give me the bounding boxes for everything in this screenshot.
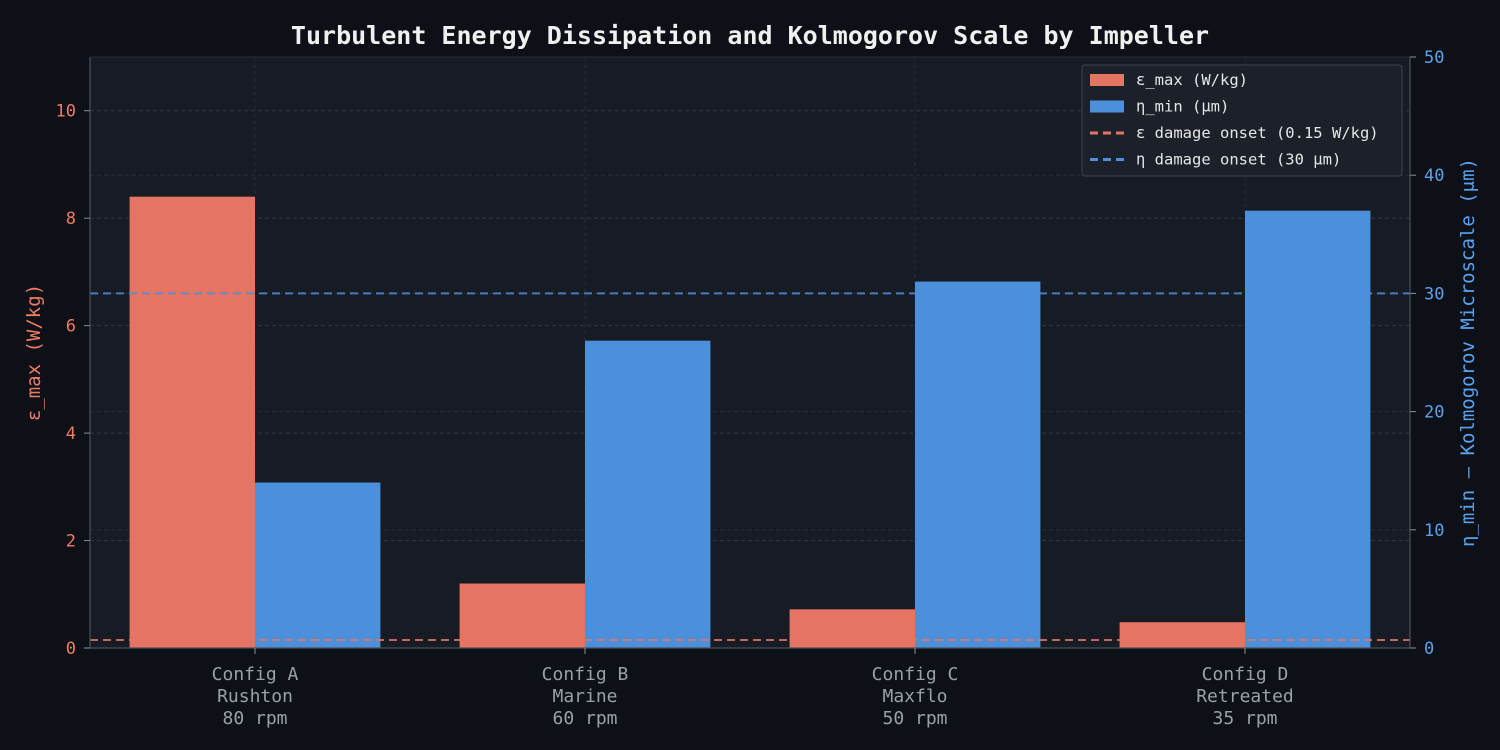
x-tick-label-line: 35 rpm (1212, 708, 1277, 729)
y-right-tick-label: 40 (1424, 166, 1444, 186)
bars-layer (129, 196, 1371, 648)
y-left-tick-label: 10 (56, 102, 76, 122)
legend-label-2: ε damage onset (0.15 W/kg) (1136, 124, 1379, 142)
y-right-axis-label: η_min — Kolmogorov Microscale (μm) (1457, 158, 1479, 547)
legend-swatch-1 (1090, 100, 1124, 113)
bar-eta-1 (585, 340, 711, 648)
y-left-tick-label: 4 (66, 424, 76, 444)
x-tick-label: Config D Retreated 35 rpm (1196, 664, 1294, 729)
y-left-tick-label: 0 (66, 639, 76, 659)
chart-title: Turbulent Energy Dissipation and Kolmogo… (291, 21, 1209, 50)
legend-box (1081, 64, 1403, 177)
x-tick-label-line: Config B (542, 664, 629, 685)
bar-eta-2 (915, 281, 1041, 648)
y-right-tick-label: 0 (1424, 639, 1434, 659)
bar-eps-3 (1119, 622, 1245, 648)
bar-eps-0 (129, 196, 255, 648)
x-tick-label-line: Config D (1202, 664, 1289, 685)
x-tick-label-line: 50 rpm (882, 708, 947, 729)
x-tick-label-line: 60 rpm (552, 708, 617, 729)
y-left-tick-label: 2 (66, 532, 76, 552)
x-tick-label-line: Config C (872, 664, 959, 685)
x-tick-label: Config A Rushton 80 rpm (212, 664, 299, 729)
legend: ε_max (W/kg) η_min (μm) ε damage onset (0.… (1081, 64, 1403, 177)
y-left-tick-label: 6 (66, 317, 76, 337)
bar-eta-0 (255, 482, 381, 648)
x-tick-label-line: 80 rpm (222, 708, 287, 729)
x-tick-label-line: Maxflo (882, 686, 947, 707)
y-right-tick-label: 30 (1424, 284, 1444, 304)
x-tick-label-line: Retreated (1196, 686, 1294, 707)
y-left-tick-label: 8 (66, 209, 76, 229)
bar-eps-2 (789, 609, 915, 648)
x-tick-label: Config B Marine 60 rpm (542, 664, 629, 729)
legend-swatch-0 (1090, 74, 1124, 86)
x-tick-label-line: Marine (552, 686, 617, 707)
bar-eta-3 (1245, 210, 1371, 648)
legend-label-1: η_min (μm) (1136, 98, 1229, 116)
legend-label-0: ε_max (W/kg) (1136, 71, 1248, 89)
bar-eps-1 (459, 583, 585, 648)
y-right-tick-label: 50 (1424, 48, 1444, 68)
x-tick-label: Config C Maxflo 50 rpm (872, 664, 959, 729)
y-right-tick-label: 20 (1424, 403, 1444, 423)
y-right-tick-label: 10 (1424, 521, 1444, 541)
y-left-axis-label: ε_max (W/kg) (23, 284, 45, 421)
x-tick-label-line: Config A (212, 664, 299, 685)
x-tick-label-line: Rushton (217, 686, 293, 707)
legend-label-3: η damage onset (30 μm) (1136, 151, 1341, 169)
